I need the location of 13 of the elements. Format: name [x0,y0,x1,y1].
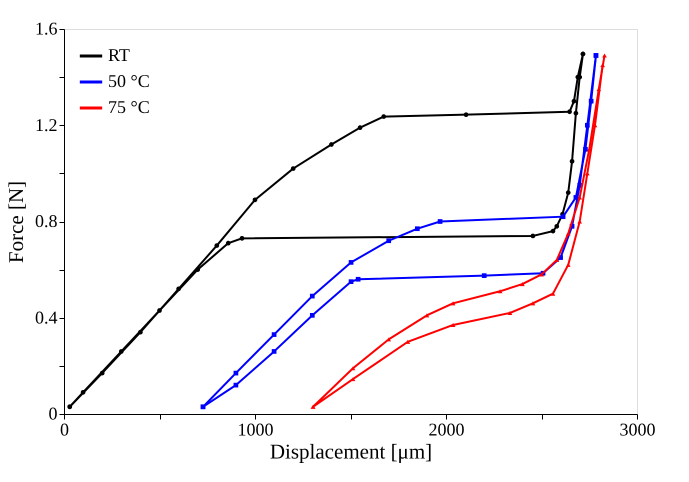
y-axis-title: Force [N] [4,180,28,264]
y-tick-label: 0.4 [35,307,58,328]
y-tick-label: 1.2 [35,114,58,135]
legend-label: 75 °C [108,97,150,117]
x-tick-label: 1000 [238,420,274,440]
legend-label: RT [108,45,130,65]
x-axis-title: Displacement [μm] [270,440,432,464]
y-tick-label: 0.8 [35,211,58,231]
y-tick-label: 0 [48,404,58,424]
x-tick-label: 3000 [620,420,656,440]
legend-label: 50 °C [108,71,150,91]
y-tick-label: 1.6 [35,18,58,38]
x-tick-label: 2000 [428,420,464,440]
